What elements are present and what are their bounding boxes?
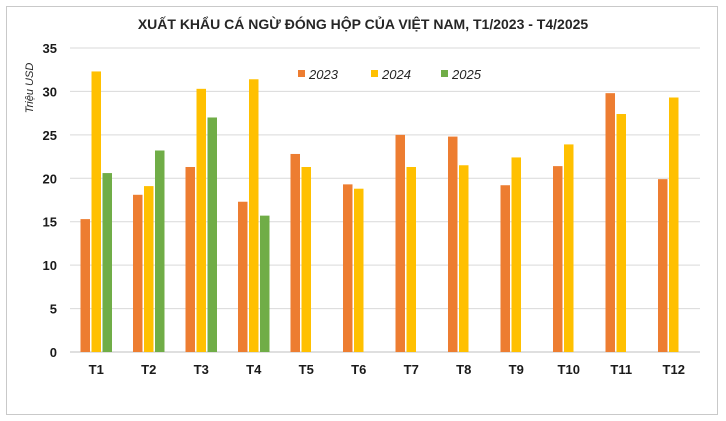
bar-2023-T5: [290, 153, 300, 352]
bar-2023-T7: [395, 134, 405, 352]
bar-2024-T2: [144, 186, 154, 352]
y-tick-label: 20: [43, 171, 57, 186]
y-axis-ticks: 0 5 10 15 20 25 30 35: [43, 41, 57, 360]
y-tick-label: 15: [43, 215, 57, 230]
y-axis-label: Triệu USD: [24, 63, 36, 114]
bar-2024-T6: [354, 188, 364, 352]
bar-2024-T4: [249, 79, 259, 353]
y-tick-label: 30: [43, 84, 57, 99]
bar-2023-T10: [553, 166, 563, 352]
x-tick-label: T4: [246, 362, 262, 377]
x-tick-label: T12: [663, 362, 685, 377]
bar-2024-T9: [511, 157, 521, 352]
bar-2024-T8: [459, 165, 469, 352]
bar-2023-T3: [185, 166, 195, 352]
bar-2025-T2: [155, 150, 165, 352]
x-tick-label: T9: [509, 362, 524, 377]
x-tick-label: T10: [558, 362, 580, 377]
bar-2023-T6: [343, 184, 353, 352]
gridlines: [70, 47, 700, 353]
legend-swatch-2025: [441, 70, 448, 77]
x-tick-label: T11: [610, 362, 632, 377]
legend-swatch-2023: [298, 70, 305, 77]
bar-2024-T7: [406, 166, 416, 352]
y-tick-label: 25: [43, 128, 57, 143]
chart-title: XUẤT KHẨU CÁ NGỪ ĐÓNG HỘP CỦA VIỆT NAM, …: [138, 15, 589, 32]
x-tick-label: T1: [89, 362, 104, 377]
x-tick-label: T8: [456, 362, 471, 377]
x-axis-ticks: T1 T2 T3 T4 T5 T6 T7 T8 T9 T10 T11 T12: [89, 362, 685, 377]
bar-2024-T3: [196, 88, 206, 352]
legend-label-2024: 2024: [381, 67, 411, 82]
bar-2023-T4: [238, 201, 248, 352]
x-tick-label: T7: [404, 362, 419, 377]
y-tick-label: 5: [50, 302, 57, 317]
bar-2023-T8: [448, 136, 458, 352]
bar-2025-T1: [102, 173, 112, 352]
legend-label-2023: 2023: [308, 67, 339, 82]
x-tick-label: T3: [194, 362, 209, 377]
bar-2024-T12: [669, 97, 679, 352]
bar-2025-T4: [260, 215, 270, 352]
bar-2023-T9: [500, 185, 510, 352]
x-tick-label: T6: [351, 362, 366, 377]
legend-swatch-2024: [371, 70, 378, 77]
y-tick-label: 10: [43, 258, 57, 273]
x-tick-label: T2: [141, 362, 156, 377]
y-tick-label: 0: [50, 345, 57, 360]
bar-2023-T1: [80, 219, 90, 352]
legend: 2023 2024 2025: [298, 67, 482, 82]
bar-2023-T2: [133, 194, 143, 352]
bar-2024-T10: [564, 144, 574, 352]
legend-label-2025: 2025: [451, 67, 482, 82]
y-tick-label: 35: [43, 41, 57, 56]
bar-2023-T11: [605, 93, 615, 352]
bar-2024-T11: [616, 114, 626, 352]
bar-2024-T5: [301, 166, 311, 352]
bar-2025-T3: [207, 117, 217, 352]
bars: [80, 71, 679, 353]
bar-2024-T1: [91, 71, 101, 353]
x-tick-label: T5: [299, 362, 314, 377]
bar-2023-T12: [658, 179, 668, 352]
